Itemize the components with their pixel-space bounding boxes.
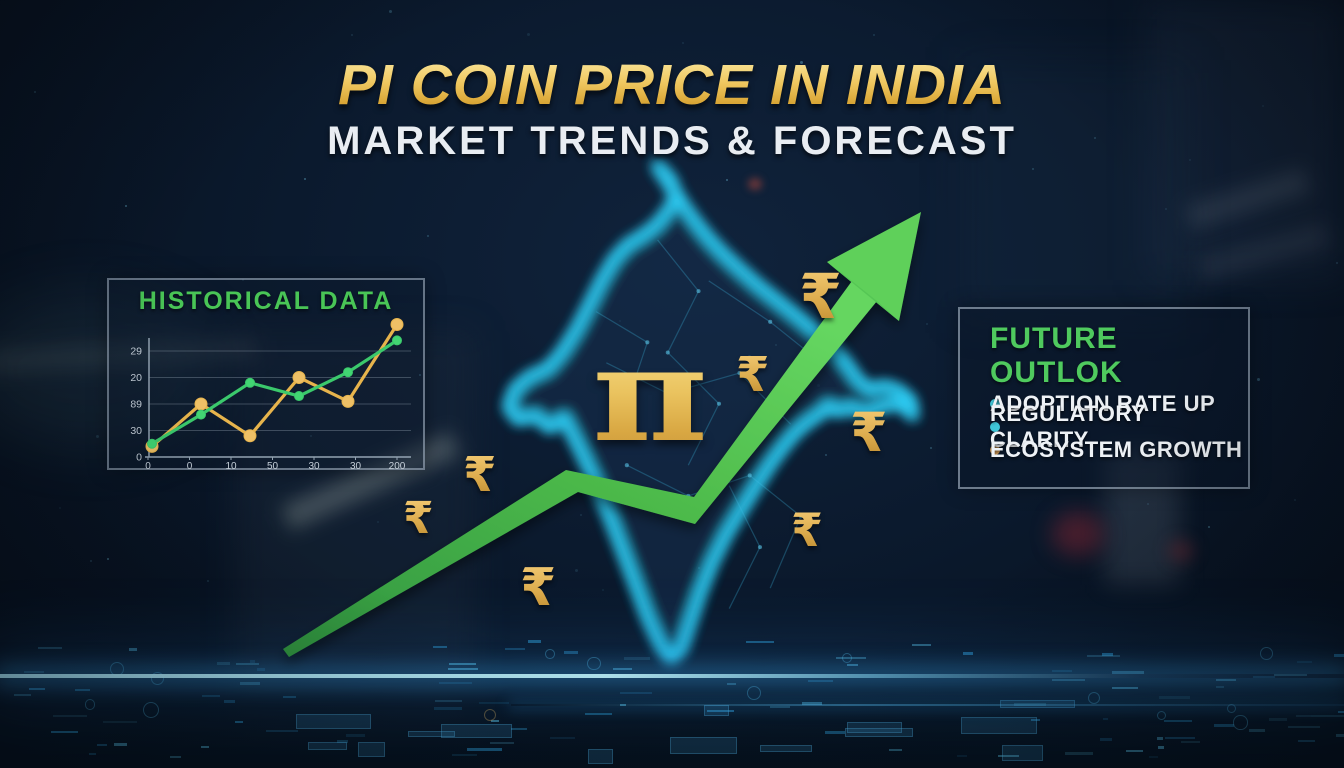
page-title: PI COIN PRICE IN INDIA [0,55,1344,116]
svg-text:30: 30 [350,461,362,472]
rupee-symbol: ₹ [520,558,557,618]
svg-text:20: 20 [130,372,142,384]
svg-text:50: 50 [267,461,279,472]
svg-text:200: 200 [389,461,406,472]
rupee-symbol: ₹ [403,493,434,544]
future-outlook-title: FUTURE OUTLOK [990,322,1123,389]
header: PI COIN PRICE IN INDIA MARKET TRENDS & F… [0,55,1344,163]
rupee-symbol: ₹ [850,401,888,464]
svg-text:30: 30 [308,461,320,472]
rupee-symbol: ₹ [799,260,843,333]
svg-text:30: 30 [130,425,142,437]
outlook-item: REGULATORY CLARITY [990,401,1248,452]
rupee-symbol: ₹ [463,447,497,503]
future-outlook-list: ADOPTION RATE UP REGULATORY CLARITY ECOS… [960,391,1248,462]
svg-text:0: 0 [136,452,142,464]
rupee-symbol: ₹ [736,347,770,403]
rupee-symbol: ₹ [791,503,824,557]
svg-text:0: 0 [187,461,193,472]
outlook-item-label: ECOSYSTEM GROWTH [990,437,1243,462]
svg-text:0: 0 [145,461,151,472]
svg-text:89: 89 [130,399,142,411]
svg-text:29: 29 [130,346,142,358]
svg-text:10: 10 [225,461,237,472]
page-subtitle: MARKET TRENDS & FORECAST [327,118,1017,163]
future-outlook-panel: FUTURE OUTLOK ADOPTION RATE UP REGULATOR… [958,307,1250,489]
outlook-item: ECOSYSTEM GROWTH [990,437,1248,462]
historical-data-panel: HISTORICAL DATA 29 20 89 30 0 0 0 10 50 30 30 200 [107,278,425,472]
